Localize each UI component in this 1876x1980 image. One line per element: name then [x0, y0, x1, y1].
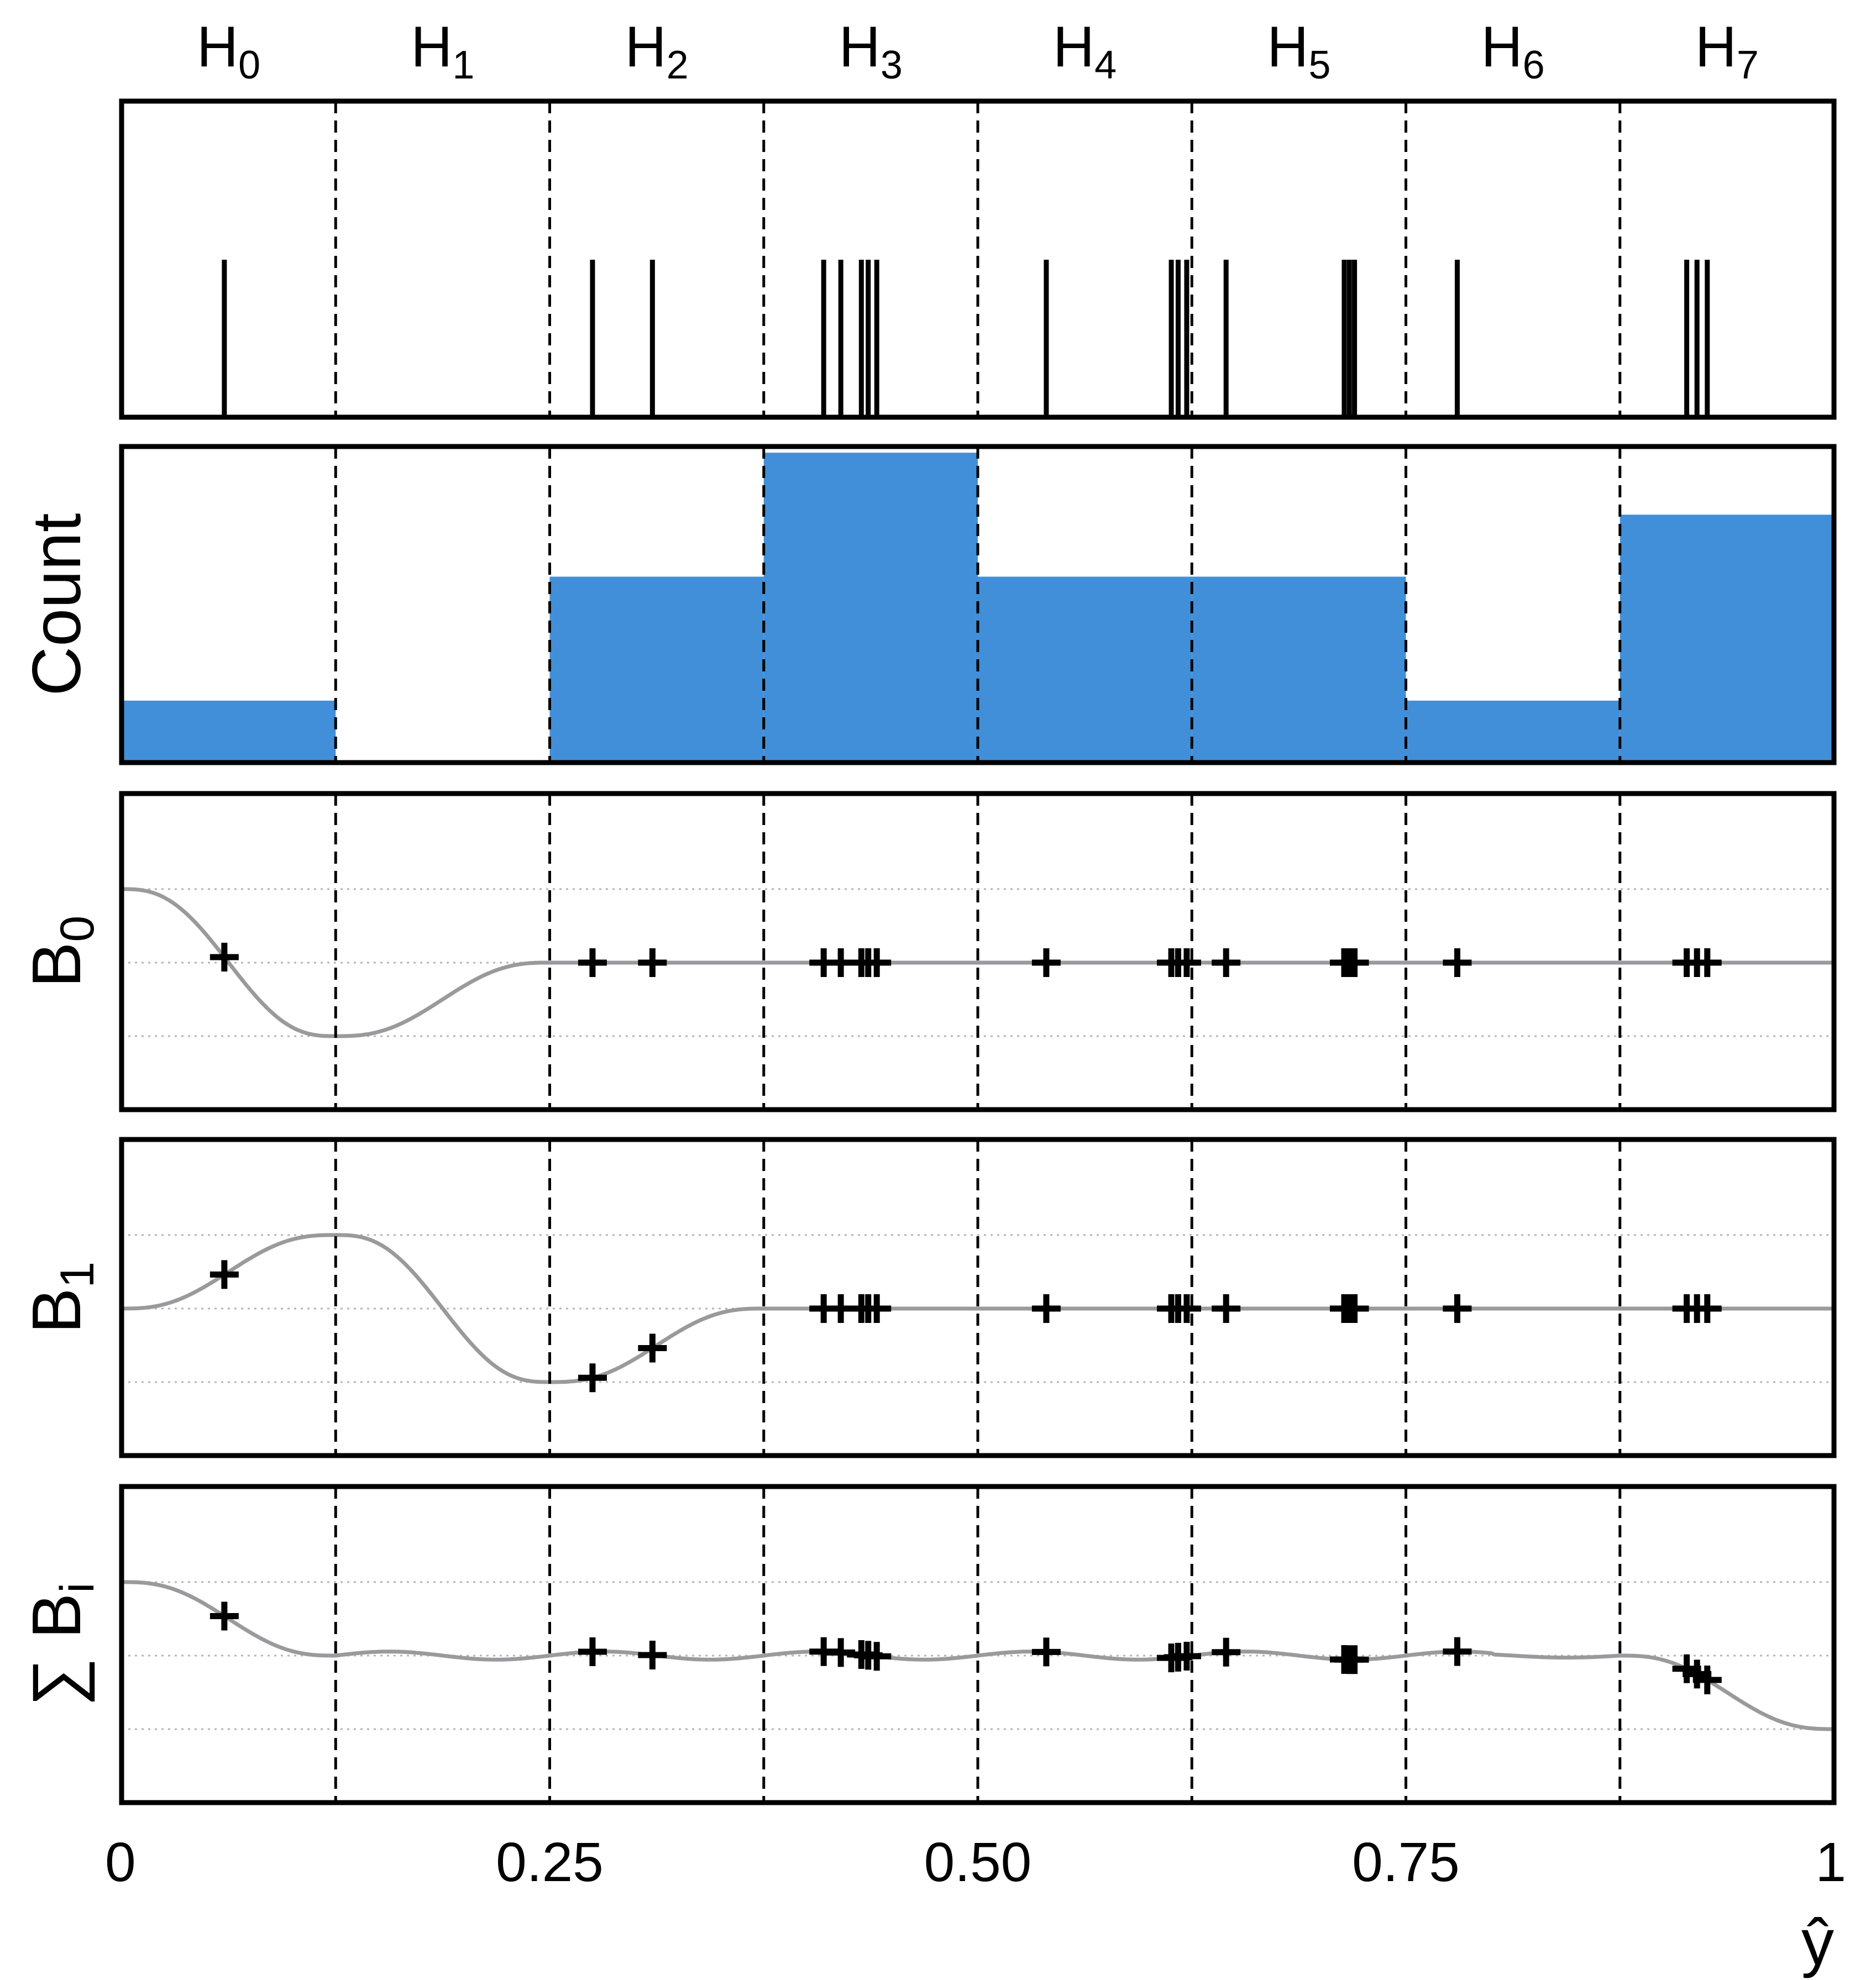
sample-marker [1212, 948, 1241, 977]
bin-label-h1: H1 [411, 15, 474, 87]
bin-label-h4: H4 [1053, 15, 1117, 87]
panel-frame [119, 444, 1837, 765]
sample-marker [1031, 948, 1061, 977]
bin-label-h3: H3 [839, 15, 903, 87]
basis-axis-label-b0: B0 [19, 916, 104, 988]
sample-marker [862, 1294, 892, 1323]
histogram-bar [1406, 700, 1620, 763]
histogram-bar [122, 700, 336, 763]
sample-marker [1443, 1294, 1472, 1323]
basis-curve [122, 887, 1834, 1038]
sample-marker [578, 1637, 607, 1666]
sample-marker [1340, 1294, 1369, 1323]
panel-frame [119, 98, 1837, 420]
x-axis-label: ŷ [1801, 1906, 1834, 1979]
sample-marker [1212, 1294, 1241, 1323]
sample-marker [1172, 1294, 1201, 1323]
sample-marker [1692, 948, 1722, 977]
histogram-bar [1620, 514, 1834, 763]
sample-marker [1443, 948, 1472, 977]
sample-marker [638, 1641, 667, 1670]
basis-curve [122, 1580, 1834, 1731]
sample-marker [209, 1601, 239, 1631]
histogram-bar [1192, 576, 1406, 763]
sample-marker [862, 1642, 892, 1671]
bin-label-h7: H7 [1695, 15, 1759, 87]
histogram-bar [763, 453, 978, 763]
sample-marker [578, 948, 607, 977]
bin-label-h5: H5 [1267, 15, 1330, 87]
histogram-bar [978, 576, 1192, 763]
bin-label-h0: H0 [197, 15, 260, 87]
bin-label-h6: H6 [1481, 15, 1545, 87]
histogram-bar [549, 576, 764, 763]
panel-frame [119, 1137, 1837, 1458]
x-tick-label: 0.50 [924, 1831, 1032, 1893]
sample-marker [1692, 1294, 1722, 1323]
panel-frame [119, 791, 1837, 1112]
basis-axis-label-b1: B1 [19, 1262, 104, 1334]
sample-marker [638, 948, 667, 977]
x-tick-label: 0.25 [496, 1831, 604, 1893]
basis-axis-label-sum: ∑ Bi [19, 1583, 104, 1707]
sample-marker [578, 1363, 607, 1393]
sample-marker [1340, 1645, 1369, 1674]
sample-marker [209, 1260, 239, 1289]
count-axis-label: Count [19, 513, 95, 696]
sample-marker [1031, 1294, 1061, 1323]
sample-marker [1692, 1666, 1722, 1695]
x-tick-label: 0 [105, 1831, 136, 1893]
sample-marker [209, 942, 239, 971]
basis-curve [122, 1233, 1834, 1384]
sample-marker [1443, 1637, 1472, 1666]
sample-marker [638, 1333, 667, 1363]
x-tick-label: 1 [1815, 1831, 1846, 1893]
x-tick-label: 0.75 [1352, 1831, 1460, 1893]
sample-marker [1031, 1637, 1061, 1667]
sample-marker [1340, 948, 1369, 977]
sample-marker [1172, 1642, 1201, 1671]
sample-marker [1172, 948, 1201, 977]
sample-marker [1212, 1637, 1241, 1667]
sample-marker [862, 948, 892, 977]
bin-label-h2: H2 [625, 15, 689, 87]
panel-frame [119, 1484, 1837, 1805]
